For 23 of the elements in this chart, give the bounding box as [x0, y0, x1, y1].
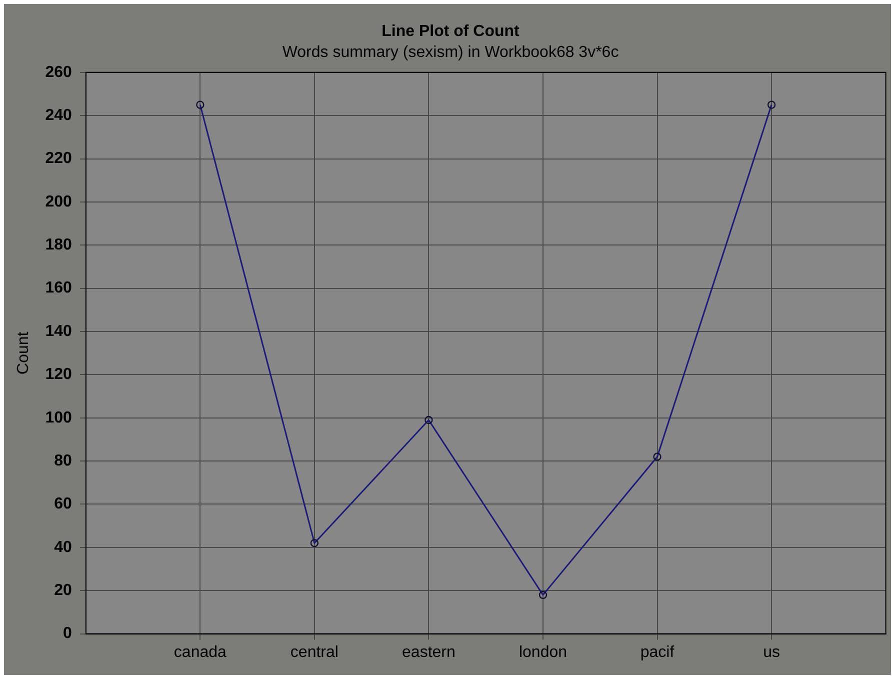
x-tick-label: pacif	[640, 644, 675, 661]
y-tick-label: 160	[45, 280, 72, 297]
y-tick-label: 100	[45, 409, 72, 426]
chart-subtitle: Words summary (sexism) in Workbook68 3v*6c	[282, 44, 619, 62]
y-axis-title: Count	[15, 331, 32, 374]
y-tick-label: 180	[45, 236, 72, 254]
y-tick-label: 120	[45, 366, 72, 384]
y-tick-label: 40	[54, 538, 72, 556]
y-tick-label: 220	[45, 150, 72, 168]
y-tick-label: 60	[54, 496, 72, 513]
y-tick-label: 0	[62, 625, 72, 642]
y-tick-label: 140	[45, 322, 72, 340]
chart-title: Line Plot of Count	[382, 23, 520, 40]
x-tick-label: eastern	[402, 644, 456, 661]
y-tick-label: 80	[54, 452, 72, 470]
x-tick-label: us	[763, 644, 780, 661]
y-tick-label: 260	[45, 64, 72, 81]
y-tick-label: 20	[54, 582, 72, 600]
y-tick-label: 200	[45, 193, 72, 210]
x-tick-label: london	[518, 644, 568, 661]
x-tick-label: canada	[174, 644, 227, 661]
x-tick-label: central	[290, 644, 338, 661]
y-tick-label: 240	[45, 106, 72, 124]
